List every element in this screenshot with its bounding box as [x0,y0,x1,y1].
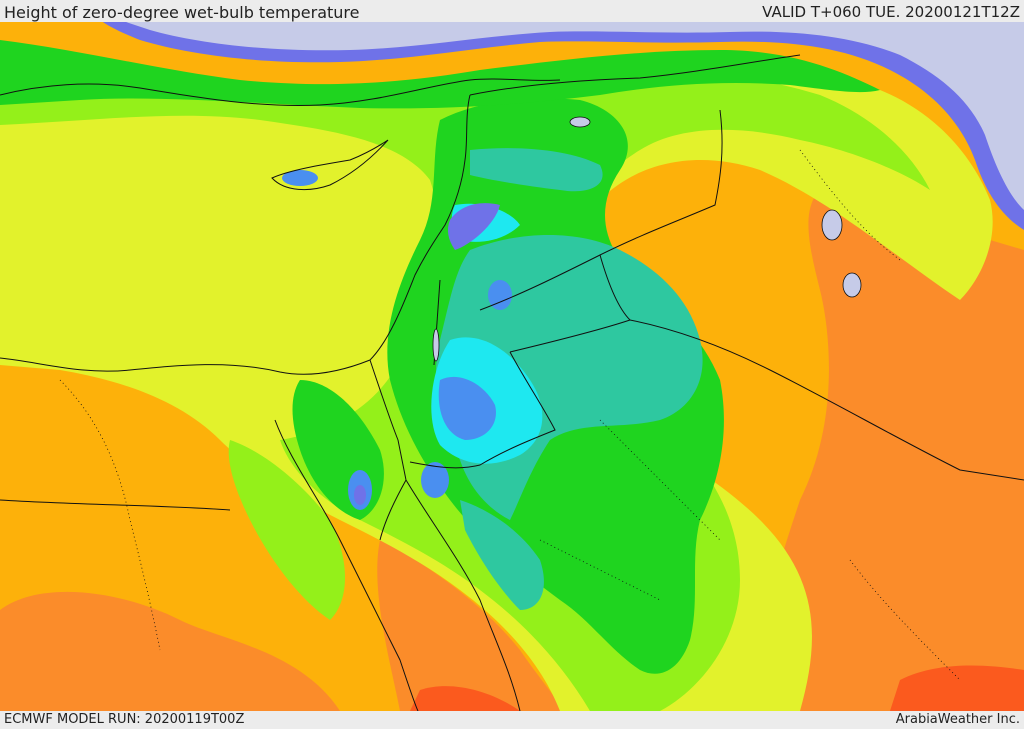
field-teal-south [460,500,544,610]
coastline-red-sea-east [405,479,521,711]
footer-bar: ECMWF MODEL RUN: 20200119T00Z ArabiaWeat… [0,711,1024,729]
borders [0,54,1024,711]
border-egypt-sudan [0,499,231,511]
credit-label: ArabiaWeather Inc. [895,712,1020,727]
header-bar: Height of zero-degree wet-bulb temperatu… [0,0,1024,22]
lake-tharthar [821,209,843,241]
field-cold-gray [100,20,1024,230]
field-blue-cyprus [282,170,318,186]
border-syria-iraq [479,109,723,311]
coastline-cyprus [271,139,389,191]
province-line-2 [599,419,721,541]
dead-sea [432,328,440,362]
field-red-orange [410,665,1024,711]
field-blue-jordan [438,376,496,440]
field-light-green-redsea [228,440,345,620]
field-teal-syria [470,148,603,192]
field-blue-spot-a [488,280,512,310]
lake-assad [569,116,591,128]
field-cold-gray-fill [120,20,1024,210]
field-green-coast [0,40,880,109]
map-title: Height of zero-degree wet-bulb temperatu… [4,3,360,22]
coastline-gulf-suez [274,419,419,711]
field-red-orange-south [410,686,520,711]
field-deep-blue-spot [354,485,366,505]
provincial-borders [59,149,961,681]
field-red-orange-east [890,665,1024,711]
field-deep-blue [354,203,500,505]
field-deep-blue-lebanon [447,203,500,250]
border-jordan-saudi [629,319,1024,481]
field-blue [282,170,512,510]
coastline-gulf-aqaba [379,479,407,541]
border-jordan-saudi-south [409,351,556,469]
border-syria-turkey [469,54,801,96]
model-run-label: ECMWF MODEL RUN: 20200119T00Z [4,712,245,727]
province-line-1 [59,379,161,651]
border-jordan-iraq [509,254,631,353]
coastline-med-south [0,94,471,375]
valid-time-label: VALID T+060 TUE. 20200121T12Z [762,3,1020,21]
border-egypt-israel [369,359,407,481]
field-blue-deadsea [421,462,449,498]
lakes [432,116,862,362]
field-dark-orange [0,187,1024,711]
field-yellow-green-turkey [0,137,450,260]
coastline-turkey [0,78,561,107]
field-dark-orange-saudi [758,187,1024,711]
lake-razzaza [842,272,862,298]
field-dark-orange-sudan [0,591,340,711]
field-dark-orange-hejaz [377,540,560,711]
weather-map [0,20,1024,711]
